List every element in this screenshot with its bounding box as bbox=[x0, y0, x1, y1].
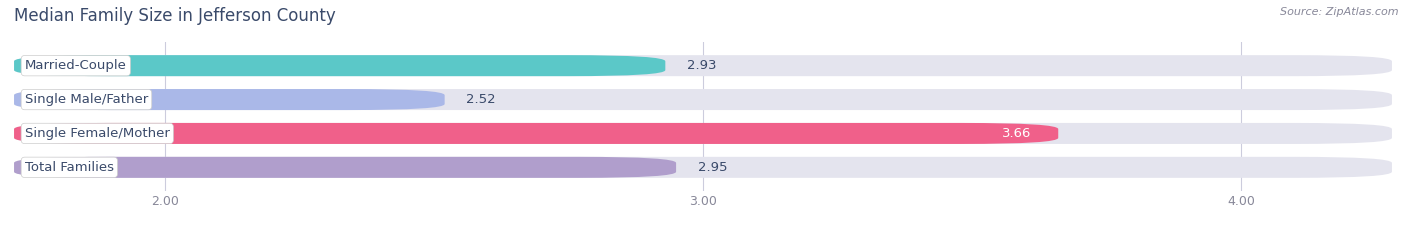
FancyBboxPatch shape bbox=[14, 123, 1392, 144]
FancyBboxPatch shape bbox=[14, 157, 1392, 178]
Text: Single Male/Father: Single Male/Father bbox=[25, 93, 148, 106]
Text: 3.66: 3.66 bbox=[1002, 127, 1032, 140]
Text: 2.95: 2.95 bbox=[697, 161, 727, 174]
FancyBboxPatch shape bbox=[14, 89, 1392, 110]
Text: Total Families: Total Families bbox=[25, 161, 114, 174]
Text: Median Family Size in Jefferson County: Median Family Size in Jefferson County bbox=[14, 7, 336, 25]
FancyBboxPatch shape bbox=[14, 55, 665, 76]
Text: Married-Couple: Married-Couple bbox=[25, 59, 127, 72]
FancyBboxPatch shape bbox=[14, 55, 1392, 76]
Text: 2.93: 2.93 bbox=[688, 59, 716, 72]
Text: 2.52: 2.52 bbox=[467, 93, 496, 106]
FancyBboxPatch shape bbox=[14, 123, 1059, 144]
FancyBboxPatch shape bbox=[14, 89, 444, 110]
FancyBboxPatch shape bbox=[14, 157, 676, 178]
Text: Source: ZipAtlas.com: Source: ZipAtlas.com bbox=[1281, 7, 1399, 17]
Text: Single Female/Mother: Single Female/Mother bbox=[25, 127, 170, 140]
